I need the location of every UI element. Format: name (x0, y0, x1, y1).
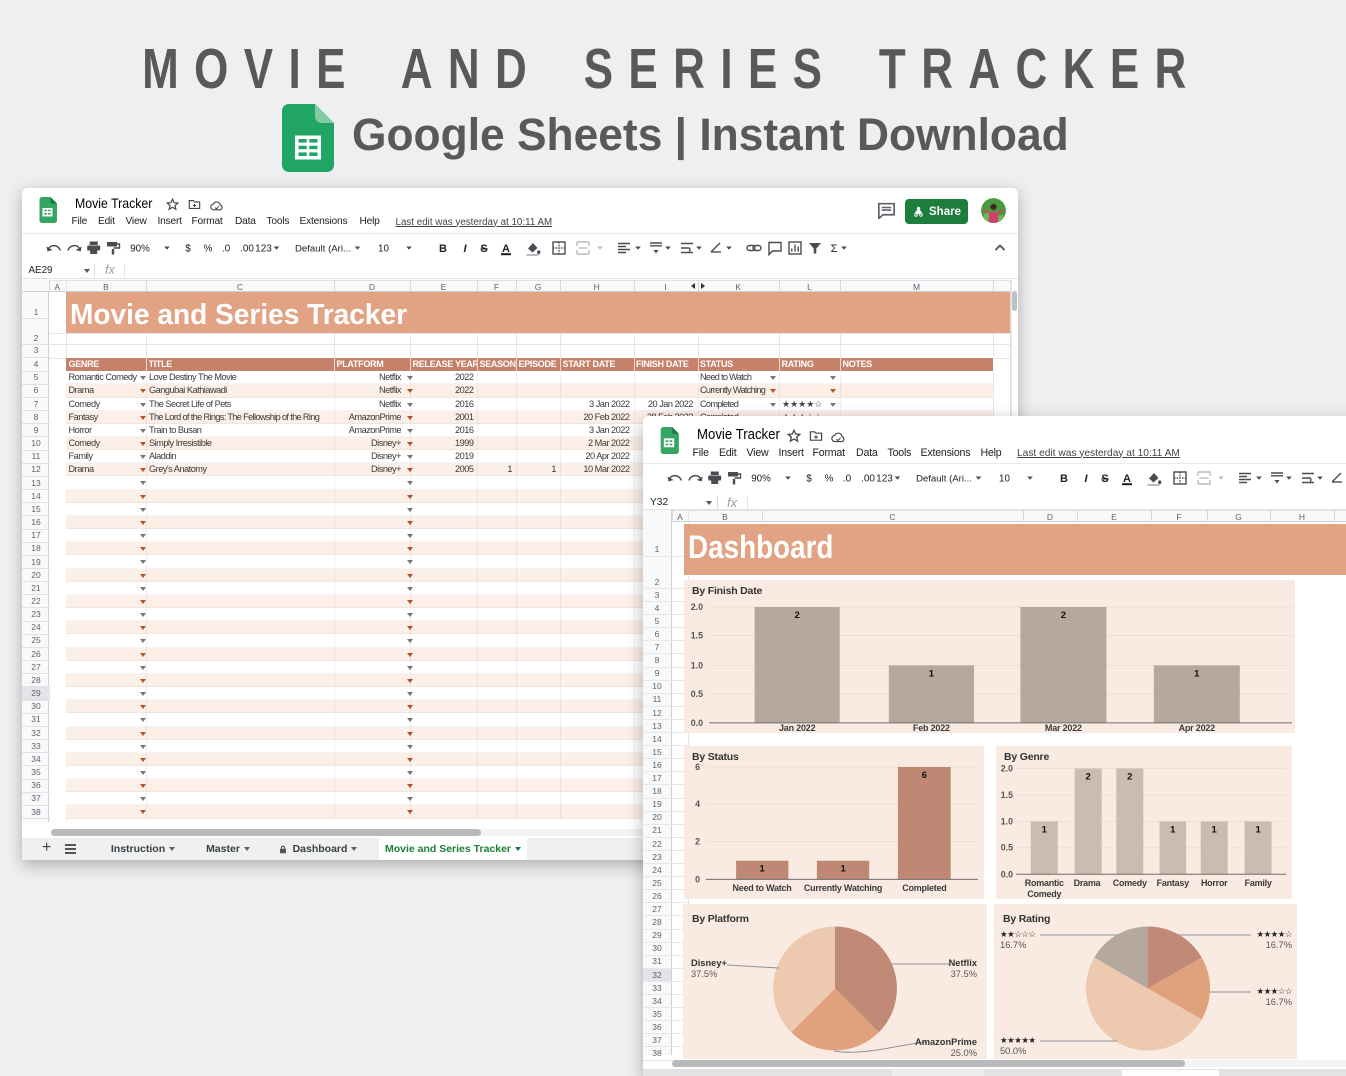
svg-text:★★★☆☆: ★★★☆☆ (1256, 986, 1292, 996)
svg-text:Disney+: Disney+ (691, 958, 727, 968)
svg-text:Σ: Σ (831, 243, 838, 255)
svg-text:10: 10 (378, 244, 389, 255)
svg-text:Jan 2022: Jan 2022 (779, 723, 816, 733)
svg-text:1.0: 1.0 (1001, 816, 1013, 826)
svg-text:50.0%: 50.0% (1000, 1046, 1026, 1056)
svg-text:37.5%: 37.5% (951, 969, 977, 979)
svg-text:Comedy: Comedy (1027, 889, 1061, 899)
svg-text:2: 2 (1061, 610, 1066, 621)
svg-text:By Platform: By Platform (692, 913, 749, 925)
svg-text:Currently Watching: Currently Watching (804, 883, 882, 893)
svg-text:S: S (1101, 473, 1108, 485)
svg-text:B: B (439, 243, 447, 255)
svg-text:Apr 2022: Apr 2022 (1179, 723, 1216, 733)
svg-text:0.0: 0.0 (691, 718, 703, 728)
svg-text:★★★★★: ★★★★★ (1000, 1035, 1036, 1045)
svg-text:.00: .00 (861, 474, 875, 485)
svg-text:%: % (204, 244, 213, 255)
svg-text:10: 10 (999, 474, 1010, 485)
svg-text:2: 2 (1086, 772, 1091, 783)
svg-text:37.5%: 37.5% (691, 969, 717, 979)
svg-text:Comedy: Comedy (1113, 878, 1147, 888)
svg-text:I: I (463, 243, 467, 255)
svg-text:16.7%: 16.7% (1266, 997, 1292, 1007)
svg-text:S: S (480, 243, 487, 255)
svg-text:1: 1 (1042, 824, 1048, 835)
svg-text:6: 6 (922, 770, 927, 781)
svg-text:%: % (825, 474, 834, 485)
svg-text:25.0%: 25.0% (951, 1048, 977, 1058)
svg-text:Default (Ari...: Default (Ari... (916, 473, 972, 484)
svg-text:123: 123 (255, 244, 272, 255)
svg-text:.0: .0 (222, 244, 231, 255)
svg-text:2.0: 2.0 (1001, 764, 1013, 774)
svg-text:B: B (1060, 473, 1068, 485)
svg-text:1: 1 (840, 864, 846, 875)
svg-text:16.7%: 16.7% (1000, 940, 1026, 950)
svg-text:A: A (1123, 473, 1131, 485)
svg-text:90%: 90% (751, 474, 771, 485)
svg-text:1: 1 (1170, 824, 1176, 835)
svg-text:1.5: 1.5 (691, 631, 703, 641)
svg-text:Default (Ari...: Default (Ari... (295, 243, 351, 254)
svg-text:0.5: 0.5 (1001, 843, 1013, 853)
svg-text:2: 2 (695, 837, 700, 847)
svg-text:Mar 2022: Mar 2022 (1045, 723, 1082, 733)
svg-text:123: 123 (876, 474, 893, 485)
svg-text:4: 4 (695, 799, 700, 809)
svg-text:Completed: Completed (902, 883, 946, 893)
svg-text:6: 6 (695, 762, 700, 772)
svg-text:$: $ (806, 474, 812, 485)
svg-text:By Genre: By Genre (1004, 751, 1049, 763)
svg-text:Netflix: Netflix (949, 958, 978, 968)
svg-text:1.0: 1.0 (691, 660, 703, 670)
svg-text:Feb 2022: Feb 2022 (913, 723, 950, 733)
svg-text:Drama: Drama (1074, 878, 1102, 888)
svg-text:AmazonPrime: AmazonPrime (915, 1037, 977, 1047)
svg-text:★★☆☆☆: ★★☆☆☆ (1000, 929, 1036, 939)
svg-text:1: 1 (1212, 824, 1218, 835)
svg-text:1: 1 (929, 668, 935, 679)
svg-text:Horror: Horror (1201, 878, 1228, 888)
svg-text:Romantic: Romantic (1025, 878, 1064, 888)
svg-text:By Finish Date: By Finish Date (692, 585, 762, 597)
svg-text:0.5: 0.5 (691, 689, 703, 699)
svg-text:0.0: 0.0 (1001, 869, 1013, 879)
svg-text:1.5: 1.5 (1001, 790, 1013, 800)
svg-text:Family: Family (1245, 878, 1272, 888)
svg-text:1: 1 (760, 864, 766, 875)
svg-text:0: 0 (695, 874, 700, 884)
svg-text:90%: 90% (130, 244, 150, 255)
svg-text:2.0: 2.0 (691, 602, 703, 612)
svg-text:.00: .00 (240, 244, 254, 255)
svg-text:16.7%: 16.7% (1266, 940, 1292, 950)
svg-text:1: 1 (1255, 824, 1261, 835)
svg-text:$: $ (185, 244, 191, 255)
svg-text:1: 1 (1194, 668, 1200, 679)
svg-text:Need to Watch: Need to Watch (733, 883, 792, 893)
svg-text:By Status: By Status (692, 751, 739, 763)
svg-text:A: A (502, 243, 510, 255)
svg-text:2: 2 (794, 610, 799, 621)
svg-text:Fantasy: Fantasy (1157, 878, 1190, 888)
svg-text:★★★★☆: ★★★★☆ (1256, 929, 1292, 939)
svg-text:2: 2 (1127, 772, 1132, 783)
svg-text:.0: .0 (843, 474, 852, 485)
svg-text:By Rating: By Rating (1003, 913, 1050, 925)
svg-text:I: I (1084, 473, 1088, 485)
